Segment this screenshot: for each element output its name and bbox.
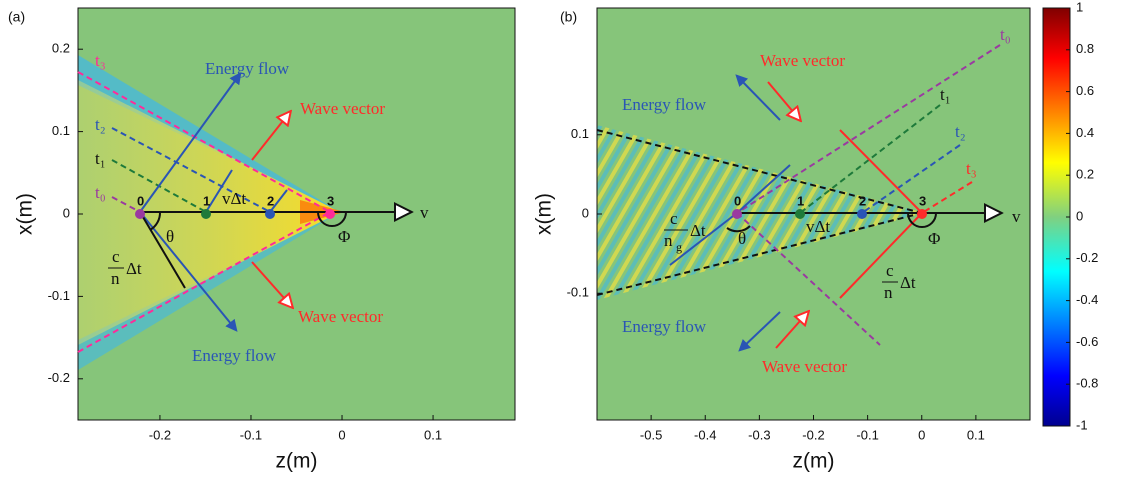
annotation: Energy flow xyxy=(622,317,707,336)
annotation: v xyxy=(1012,207,1021,226)
colorbar-tick-label: 0.6 xyxy=(1076,83,1094,98)
y-tick-label: -0.1 xyxy=(567,285,589,300)
point-label: 2 xyxy=(267,193,274,208)
panel-label: (b) xyxy=(560,9,577,25)
point xyxy=(795,209,805,219)
colorbar-tick-label: -0.2 xyxy=(1076,250,1098,265)
x-tick-label: -0.2 xyxy=(149,427,171,442)
x-axis-label: z(m) xyxy=(793,450,835,473)
annotation: n xyxy=(884,283,893,302)
annotation: θ xyxy=(738,229,746,248)
annotation: Wave vector xyxy=(762,357,847,376)
colorbar-tick-label: 0 xyxy=(1076,208,1083,223)
annotation: n xyxy=(111,269,120,288)
point xyxy=(135,209,145,219)
point xyxy=(265,209,275,219)
y-axis-label: x(m) xyxy=(533,193,556,235)
point-label: 0 xyxy=(734,193,741,208)
time-label: t₁ xyxy=(940,85,951,104)
x-tick-label: -0.3 xyxy=(748,427,770,442)
annotation: c xyxy=(886,261,894,280)
x-tick-label: -0.2 xyxy=(802,427,824,442)
annotation: Δt xyxy=(900,273,916,292)
y-tick-label: 0.1 xyxy=(571,126,589,141)
colorbar-tick-label: -0.8 xyxy=(1076,376,1098,391)
annotation: Φ xyxy=(928,229,940,248)
time-label: t₀ xyxy=(95,183,106,202)
x-tick-label: -0.5 xyxy=(640,427,662,442)
annotation: Energy flow xyxy=(192,346,277,365)
x-tick-label: 0.1 xyxy=(424,427,442,442)
point-label: 1 xyxy=(203,193,210,208)
annotation: g xyxy=(676,240,682,254)
point xyxy=(201,209,211,219)
time-label: t₂ xyxy=(955,122,966,141)
y-tick-label: 0.1 xyxy=(52,123,70,138)
time-label: t₃ xyxy=(966,159,977,178)
colorbar-tick-label: 0.2 xyxy=(1076,167,1094,182)
x-tick-label: 0 xyxy=(338,427,345,442)
colorbar-tick-label: -0.4 xyxy=(1076,292,1098,307)
colorbar-tick-label: 1 xyxy=(1076,0,1083,14)
y-tick-label: 0 xyxy=(63,205,70,220)
annotation: v xyxy=(420,203,429,222)
point xyxy=(857,209,867,219)
y-axis-label: x(m) xyxy=(14,193,37,235)
time-label: t₀ xyxy=(1000,25,1011,44)
panel-a-annotations xyxy=(77,71,410,353)
colorbar-tick-label: 0.8 xyxy=(1076,41,1094,56)
point-label: 3 xyxy=(919,193,926,208)
colorbar-tick-label: -1 xyxy=(1076,417,1088,432)
point-label: 2 xyxy=(859,193,866,208)
y-tick-label: 0.2 xyxy=(52,41,70,56)
annotation: Energy flow xyxy=(622,95,707,114)
annotation: θ xyxy=(166,227,174,246)
x-tick-label: 0.1 xyxy=(967,427,985,442)
annotation: Wave vector xyxy=(300,99,385,118)
panel-label: (a) xyxy=(8,9,25,25)
annotation: Wave vector xyxy=(298,307,383,326)
annotation: Δt xyxy=(690,221,706,240)
point-label: 1 xyxy=(797,193,804,208)
x-tick-label: -0.4 xyxy=(694,427,716,442)
colorbar-tick-label: -0.6 xyxy=(1076,334,1098,349)
colorbar-tick-label: 0.4 xyxy=(1076,125,1094,140)
point xyxy=(917,209,927,219)
annotation: Δt xyxy=(126,259,142,278)
annotation: n xyxy=(664,231,673,250)
x-tick-label: -0.1 xyxy=(856,427,878,442)
point-label: 3 xyxy=(327,193,334,208)
annotation: Φ xyxy=(338,227,350,246)
annotation: c xyxy=(112,247,120,266)
annotation: vΔt xyxy=(806,217,830,236)
x-tick-label: -0.1 xyxy=(240,427,262,442)
point xyxy=(732,209,742,219)
annotation: Wave vector xyxy=(760,51,845,70)
time-label: t₂ xyxy=(95,115,106,134)
y-tick-label: -0.2 xyxy=(48,370,70,385)
x-axis-label: z(m) xyxy=(276,450,318,473)
time-label: t₁ xyxy=(95,149,106,168)
point xyxy=(325,209,335,219)
panel-b-annotations xyxy=(596,44,1000,352)
annotation: Energy flow xyxy=(205,59,290,78)
y-tick-label: 0 xyxy=(582,205,589,220)
point-label: 0 xyxy=(137,193,144,208)
annotation: vΔt xyxy=(222,189,246,208)
x-tick-label: 0 xyxy=(918,427,925,442)
colorbar xyxy=(1042,7,1071,427)
y-tick-label: -0.1 xyxy=(48,288,70,303)
time-label: t₃ xyxy=(95,51,106,70)
annotation: c xyxy=(670,209,678,228)
